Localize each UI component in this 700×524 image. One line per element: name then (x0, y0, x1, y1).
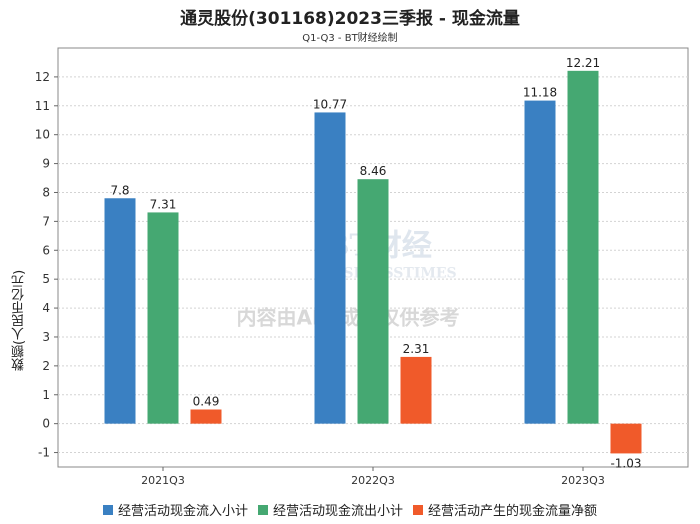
bar (190, 409, 222, 424)
y-tick-label: 11 (35, 99, 50, 113)
legend-swatch-outflow (257, 504, 268, 515)
y-tick-label: 7 (42, 214, 50, 228)
data-label: 10.77 (313, 97, 347, 111)
y-tick-label: 3 (42, 330, 50, 344)
bar (357, 179, 389, 424)
y-tick-label: 9 (42, 157, 50, 171)
y-tick-label: 2 (42, 359, 50, 373)
data-label: 11.18 (523, 86, 557, 100)
bar (610, 423, 642, 454)
legend-item-net[interactable]: 经营活动产生的现金流量净额 (413, 500, 597, 519)
y-tick-label: 10 (35, 128, 50, 142)
y-tick-label: 8 (42, 185, 50, 199)
y-tick-label: 12 (35, 70, 50, 84)
legend-swatch-net (413, 504, 423, 515)
data-label: 2.31 (403, 342, 430, 356)
chart-subtitle: Q1-Q3 - BT财经绘制 (302, 33, 398, 44)
watermark-notice: 内容由AI生成，仅供参考 (237, 306, 460, 330)
y-tick-label: 6 (42, 243, 50, 257)
bar (567, 70, 599, 424)
data-label: 12.21 (566, 56, 600, 70)
x-tick-label: 2021Q3 (141, 474, 185, 487)
y-tick-label: 4 (42, 301, 50, 315)
legend-item-outflow[interactable]: 经营活动现金流出小计 (257, 500, 403, 519)
x-tick-label: 2022Q3 (351, 474, 395, 487)
bar (524, 100, 556, 424)
legend-label-inflow: 经营活动现金流入小计 (117, 504, 248, 519)
legend-label-net: 经营活动产生的现金流量净额 (428, 504, 598, 519)
legend: 经营活动现金流入小计 经营活动现金流出小计 经营活动产生的现金流量净额 (0, 500, 700, 519)
legend-label-outflow: 经营活动现金流出小计 (272, 504, 403, 519)
bar (104, 198, 136, 424)
legend-swatch-inflow (102, 504, 113, 515)
bar (314, 112, 346, 424)
chart-title: 通灵股份(301168)2023三季报 - 现金流量 (180, 9, 520, 29)
data-label: 0.49 (193, 394, 220, 408)
y-tick-label: 5 (42, 272, 50, 286)
data-label: 8.46 (360, 164, 387, 178)
legend-item-inflow[interactable]: 经营活动现金流入小计 (102, 500, 248, 519)
y-tick-label: 0 (42, 417, 50, 431)
bar (400, 356, 432, 424)
x-tick-label: 2023Q3 (561, 474, 605, 487)
data-label: 7.8 (110, 183, 129, 197)
y-tick-label: 1 (42, 388, 50, 402)
data-label: -1.03 (610, 456, 641, 470)
data-label: 7.31 (150, 197, 177, 211)
y-tick-label: -1 (38, 446, 50, 460)
bar (147, 212, 179, 424)
